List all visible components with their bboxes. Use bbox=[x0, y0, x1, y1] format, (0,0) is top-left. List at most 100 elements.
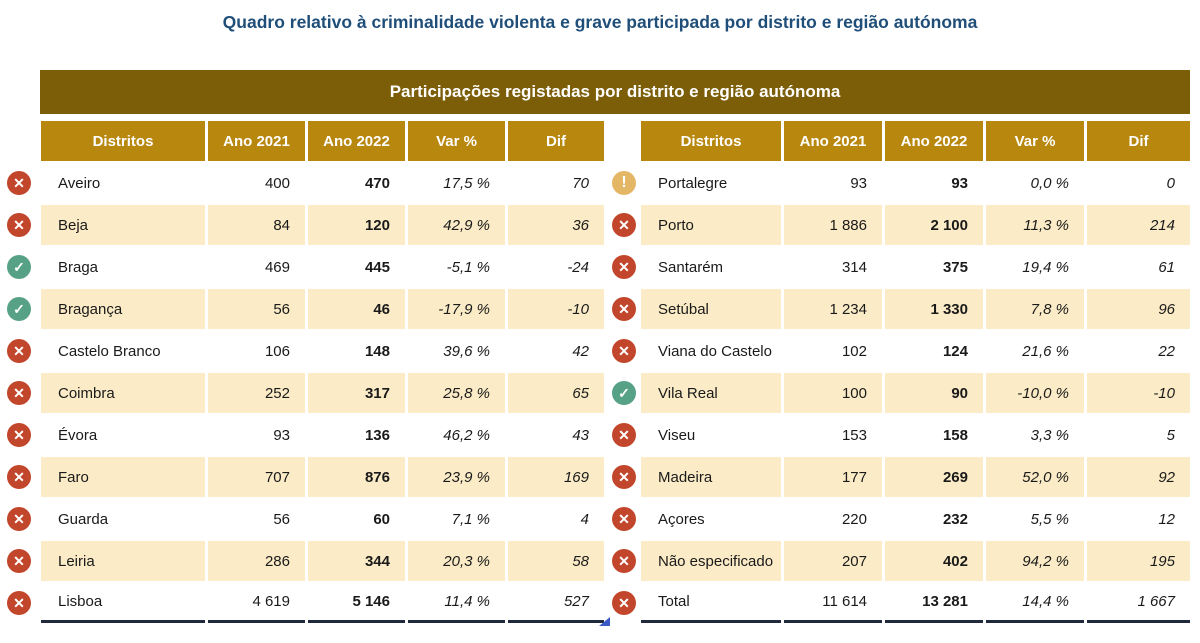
y2022-cell: 5 146 bbox=[308, 583, 405, 623]
cross-circle-icon: ✕ bbox=[612, 423, 636, 447]
dif-cell: 42 bbox=[508, 331, 604, 371]
district-cell: Viana do Castelo bbox=[641, 331, 781, 371]
row-status-cell: ✓ bbox=[0, 247, 38, 287]
row-status-cell: ! bbox=[610, 163, 638, 203]
dif-cell: -10 bbox=[508, 289, 604, 329]
district-cell: Coimbra bbox=[41, 373, 205, 413]
district-cell: Castelo Branco bbox=[41, 331, 205, 371]
column-header-var-: Var % bbox=[986, 121, 1084, 161]
column-header-ano-2022: Ano 2022 bbox=[308, 121, 405, 161]
cross-circle-icon: ✕ bbox=[7, 465, 31, 489]
var-cell: 52,0 % bbox=[986, 457, 1084, 497]
y2021-cell: 56 bbox=[208, 499, 305, 539]
y2021-cell: 100 bbox=[784, 373, 882, 413]
y2022-cell: 90 bbox=[885, 373, 983, 413]
y2021-cell: 102 bbox=[784, 331, 882, 371]
y2021-cell: 153 bbox=[784, 415, 882, 455]
y2021-cell: 56 bbox=[208, 289, 305, 329]
var-cell: 23,9 % bbox=[408, 457, 505, 497]
y2021-cell: 11 614 bbox=[784, 583, 882, 623]
var-cell: -17,9 % bbox=[408, 289, 505, 329]
y2021-cell: 252 bbox=[208, 373, 305, 413]
district-cell: Lisboa bbox=[41, 583, 205, 623]
y2021-cell: 84 bbox=[208, 205, 305, 245]
dif-cell: 92 bbox=[1087, 457, 1190, 497]
dif-cell: -10 bbox=[1087, 373, 1190, 413]
row-status-cell: ✕ bbox=[0, 373, 38, 413]
dif-cell: 58 bbox=[508, 541, 604, 581]
dif-cell: 169 bbox=[508, 457, 604, 497]
column-header-dif: Dif bbox=[508, 121, 604, 161]
district-cell: Guarda bbox=[41, 499, 205, 539]
row-status-cell: ✕ bbox=[610, 205, 638, 245]
district-cell: Beja bbox=[41, 205, 205, 245]
var-cell: 19,4 % bbox=[986, 247, 1084, 287]
dif-cell: 5 bbox=[1087, 415, 1190, 455]
column-header-ano-2022: Ano 2022 bbox=[885, 121, 983, 161]
column-header-ano-2021: Ano 2021 bbox=[784, 121, 882, 161]
y2021-cell: 93 bbox=[208, 415, 305, 455]
y2021-cell: 93 bbox=[784, 163, 882, 203]
y2022-cell: 269 bbox=[885, 457, 983, 497]
cross-circle-icon: ✕ bbox=[7, 549, 31, 573]
tables-container: Distritos Ano 2021 Ano 2022 Var % Dif ✕ Aveiro… bbox=[0, 121, 1200, 623]
row-status-cell: ✕ bbox=[610, 583, 638, 623]
column-header-ano-2021: Ano 2021 bbox=[208, 121, 305, 161]
dif-cell: 214 bbox=[1087, 205, 1190, 245]
y2021-cell: 177 bbox=[784, 457, 882, 497]
y2022-cell: 402 bbox=[885, 541, 983, 581]
dif-cell: 43 bbox=[508, 415, 604, 455]
y2021-cell: 106 bbox=[208, 331, 305, 371]
var-cell: 14,4 % bbox=[986, 583, 1084, 623]
y2022-cell: 93 bbox=[885, 163, 983, 203]
y2021-cell: 400 bbox=[208, 163, 305, 203]
row-status-cell: ✕ bbox=[0, 583, 38, 623]
right-table: Distritos Ano 2021 Ano 2022 Var % Dif! Portal… bbox=[610, 121, 1190, 623]
var-cell: 0,0 % bbox=[986, 163, 1084, 203]
column-header-distritos: Distritos bbox=[641, 121, 781, 161]
y2022-cell: 60 bbox=[308, 499, 405, 539]
page-title: Quadro relativo à criminalidade violenta… bbox=[222, 12, 978, 32]
column-header-distritos: Distritos bbox=[41, 121, 205, 161]
var-cell: 20,3 % bbox=[408, 541, 505, 581]
row-status-cell: ✕ bbox=[610, 415, 638, 455]
cross-circle-icon: ✕ bbox=[612, 465, 636, 489]
y2022-cell: 445 bbox=[308, 247, 405, 287]
dif-cell: 527 bbox=[508, 583, 604, 623]
row-status-cell: ✕ bbox=[0, 499, 38, 539]
dif-cell: 0 bbox=[1087, 163, 1190, 203]
y2022-cell: 1 330 bbox=[885, 289, 983, 329]
cross-circle-icon: ✕ bbox=[612, 213, 636, 237]
y2022-cell: 120 bbox=[308, 205, 405, 245]
y2021-cell: 1 886 bbox=[784, 205, 882, 245]
dif-cell: 12 bbox=[1087, 499, 1190, 539]
y2022-cell: 124 bbox=[885, 331, 983, 371]
y2022-cell: 2 100 bbox=[885, 205, 983, 245]
row-status-cell: ✕ bbox=[0, 331, 38, 371]
cross-circle-icon: ✕ bbox=[612, 297, 636, 321]
var-cell: 11,4 % bbox=[408, 583, 505, 623]
district-cell: Vila Real bbox=[641, 373, 781, 413]
row-status-cell: ✕ bbox=[0, 541, 38, 581]
row-status-cell: ✕ bbox=[0, 457, 38, 497]
var-cell: 7,8 % bbox=[986, 289, 1084, 329]
district-cell: Faro bbox=[41, 457, 205, 497]
y2022-cell: 158 bbox=[885, 415, 983, 455]
y2022-cell: 13 281 bbox=[885, 583, 983, 623]
dif-cell: -24 bbox=[508, 247, 604, 287]
y2021-cell: 707 bbox=[208, 457, 305, 497]
check-circle-icon: ✓ bbox=[7, 297, 31, 321]
cross-circle-icon: ✕ bbox=[7, 339, 31, 363]
var-cell: 39,6 % bbox=[408, 331, 505, 371]
var-cell: 21,6 % bbox=[986, 331, 1084, 371]
district-cell: Leiria bbox=[41, 541, 205, 581]
district-cell: Portalegre bbox=[641, 163, 781, 203]
header-spacer bbox=[610, 121, 638, 161]
y2021-cell: 1 234 bbox=[784, 289, 882, 329]
district-cell: Açores bbox=[641, 499, 781, 539]
y2021-cell: 314 bbox=[784, 247, 882, 287]
y2022-cell: 148 bbox=[308, 331, 405, 371]
district-cell: Porto bbox=[641, 205, 781, 245]
var-cell: 7,1 % bbox=[408, 499, 505, 539]
district-cell: Aveiro bbox=[41, 163, 205, 203]
